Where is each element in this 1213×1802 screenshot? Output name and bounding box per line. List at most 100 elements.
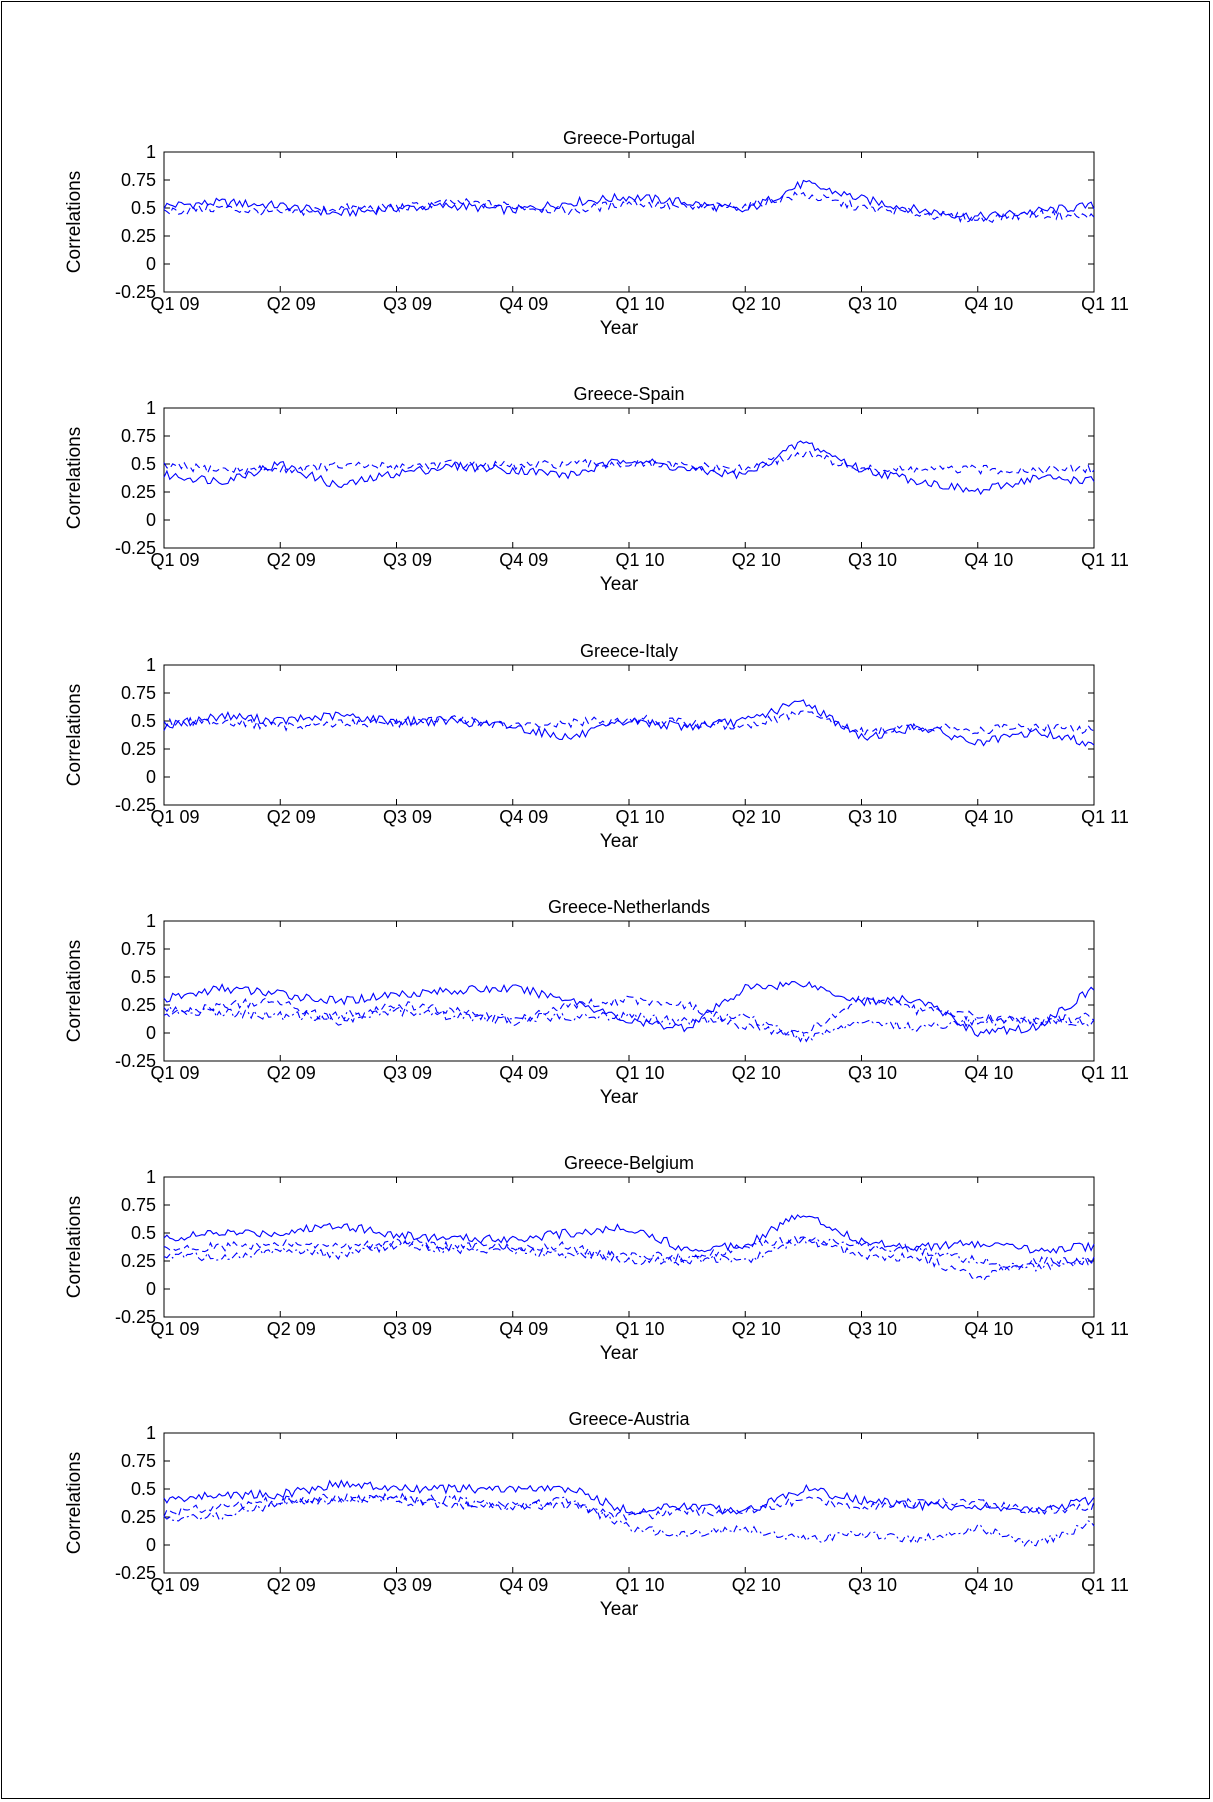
x-axis-label: Year [600, 1087, 639, 1108]
chart-title: Greece-Netherlands [548, 897, 710, 917]
x-tick-label: Q4 10 [964, 1319, 1013, 1339]
series-line-dashdot [163, 1005, 1095, 1043]
series-line-dashed [163, 1493, 1095, 1521]
plot-area [163, 920, 1095, 1062]
chart-title: Greece-Belgium [564, 1153, 694, 1173]
plot-area [163, 407, 1095, 549]
panel-5: Greece-Austria -0.25 0 0.25 0.5 0.75 1 Q1 09 Q2 … [64, 1409, 1129, 1620]
series-line-solid [163, 440, 1095, 496]
x-tick-label: Q1 11 [1081, 1063, 1129, 1083]
y-axis-label: Correlations [64, 427, 85, 529]
y-tick-label: 0 [146, 1023, 156, 1043]
x-tick-label: Q1 09 [150, 550, 199, 570]
x-tick-label: Q2 09 [267, 1575, 316, 1595]
series-line-dashed [163, 191, 1095, 224]
y-tick-label: -0.25 [115, 1307, 156, 1327]
y-tick-label: 0.25 [121, 1507, 156, 1527]
x-tick-label: Q2 09 [267, 1063, 316, 1083]
y-axis-label: Correlations [64, 1196, 85, 1298]
x-tick-label: Q1 10 [615, 1063, 664, 1083]
y-tick-label: 1 [146, 911, 156, 931]
y-tick-label: 0.75 [121, 683, 156, 703]
plot-area [163, 1176, 1095, 1318]
x-tick-label: Q2 09 [267, 807, 316, 827]
x-tick-label: Q4 10 [964, 1575, 1013, 1595]
y-tick-label: 0.5 [131, 1479, 156, 1499]
x-axis-label: Year [600, 574, 639, 595]
y-tick-label: -0.25 [115, 795, 156, 815]
x-tick-label: Q4 09 [499, 1063, 548, 1083]
x-tick-label: Q3 09 [383, 807, 432, 827]
y-tick-label: 0 [146, 1279, 156, 1299]
series-line-solid [163, 179, 1095, 222]
y-tick-label: -0.25 [115, 538, 156, 558]
series-line-dashed [163, 449, 1095, 476]
x-tick-label: Q3 10 [848, 807, 897, 827]
x-tick-label: Q1 10 [615, 1575, 664, 1595]
x-tick-label: Q1 11 [1081, 807, 1129, 827]
x-tick-label: Q1 10 [615, 294, 664, 314]
y-tick-label: 0 [146, 254, 156, 274]
y-tick-label: 0.5 [131, 454, 156, 474]
series-line-dashed [163, 995, 1095, 1036]
plot-area [163, 151, 1095, 293]
x-axis-label: Year [600, 1343, 639, 1364]
series-line-solid [163, 980, 1095, 1038]
x-tick-label: Q1 09 [150, 1063, 199, 1083]
x-tick-label: Q2 10 [732, 807, 781, 827]
x-axis-label: Year [600, 1599, 639, 1620]
x-tick-label: Q1 09 [150, 1575, 199, 1595]
y-tick-label: 0.25 [121, 226, 156, 246]
x-tick-label: Q1 09 [150, 294, 199, 314]
x-tick-label: Q1 11 [1081, 294, 1129, 314]
y-tick-label: 0.25 [121, 1251, 156, 1271]
x-tick-label: Q2 10 [732, 550, 781, 570]
x-axis-label: Year [600, 318, 639, 339]
y-tick-label: 0.5 [131, 198, 156, 218]
y-tick-label: 0.75 [121, 426, 156, 446]
y-tick-label: 0.5 [131, 967, 156, 987]
x-tick-label: Q3 09 [383, 1063, 432, 1083]
y-tick-label: 0 [146, 510, 156, 530]
x-tick-label: Q4 10 [964, 807, 1013, 827]
x-tick-label: Q2 10 [732, 294, 781, 314]
y-tick-label: 1 [146, 398, 156, 418]
x-tick-label: Q2 09 [267, 1319, 316, 1339]
y-axis-label: Correlations [64, 171, 85, 273]
y-tick-label: 0.75 [121, 939, 156, 959]
x-tick-label: Q4 09 [499, 1319, 548, 1339]
x-tick-label: Q3 09 [383, 294, 432, 314]
panel-3: Greece-Netherlands -0.25 0 0.25 0.5 0.75 1 Q1 0… [64, 897, 1129, 1108]
y-tick-label: -0.25 [115, 282, 156, 302]
series-line-solid [163, 1214, 1095, 1254]
y-tick-label: 1 [146, 142, 156, 162]
panel-2: Greece-Italy -0.25 0 0.25 0.5 0.75 1 Q1 09 Q2 09… [64, 641, 1129, 852]
series-line-dashdot [163, 1492, 1095, 1547]
x-tick-label: Q2 10 [732, 1063, 781, 1083]
x-tick-label: Q3 09 [383, 1319, 432, 1339]
panel-0: Greece-Portugal -0.25 0 0.25 0.5 0.75 1 Q1 09 Q2… [64, 128, 1129, 339]
y-tick-label: 1 [146, 1167, 156, 1187]
x-tick-label: Q4 10 [964, 1063, 1013, 1083]
x-tick-label: Q4 09 [499, 550, 548, 570]
x-tick-label: Q4 09 [499, 807, 548, 827]
x-tick-label: Q3 09 [383, 1575, 432, 1595]
y-tick-label: -0.25 [115, 1051, 156, 1071]
y-tick-label: 0.25 [121, 739, 156, 759]
x-tick-label: Q2 09 [267, 550, 316, 570]
y-tick-label: 0 [146, 1535, 156, 1555]
y-tick-label: 1 [146, 1423, 156, 1443]
x-tick-label: Q1 10 [615, 807, 664, 827]
chart-title: Greece-Portugal [563, 128, 695, 148]
y-axis-label: Correlations [64, 940, 85, 1042]
x-tick-label: Q2 10 [732, 1319, 781, 1339]
x-axis-label: Year [600, 831, 639, 852]
x-tick-label: Q2 10 [732, 1575, 781, 1595]
chart-title: Greece-Italy [580, 641, 678, 661]
y-tick-label: 0 [146, 767, 156, 787]
y-tick-label: 0.5 [131, 711, 156, 731]
x-tick-label: Q3 10 [848, 1575, 897, 1595]
x-tick-label: Q1 10 [615, 550, 664, 570]
y-tick-label: 0.25 [121, 482, 156, 502]
